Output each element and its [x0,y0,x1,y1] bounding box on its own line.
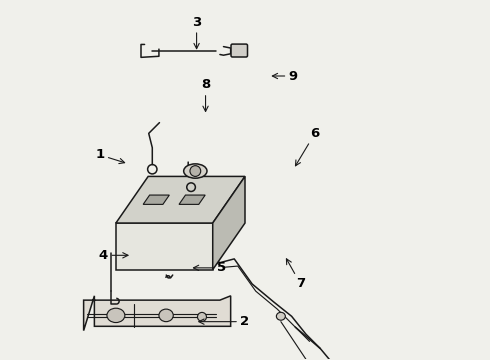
Ellipse shape [107,308,125,323]
Ellipse shape [184,164,207,178]
Polygon shape [84,296,231,330]
Text: 7: 7 [287,259,305,291]
FancyBboxPatch shape [231,44,247,57]
Text: 2: 2 [199,315,249,328]
Polygon shape [179,195,205,204]
Text: 5: 5 [194,261,226,274]
Circle shape [190,166,201,176]
Text: 9: 9 [272,69,298,82]
Polygon shape [116,223,213,270]
Polygon shape [213,176,245,270]
Text: 8: 8 [201,78,210,112]
Text: 6: 6 [295,127,319,166]
Ellipse shape [197,312,206,321]
Polygon shape [143,195,170,204]
Ellipse shape [276,312,285,320]
Text: 4: 4 [98,249,128,262]
Text: 1: 1 [95,148,124,163]
Text: 3: 3 [192,16,201,49]
Polygon shape [116,176,245,223]
Ellipse shape [159,309,173,321]
